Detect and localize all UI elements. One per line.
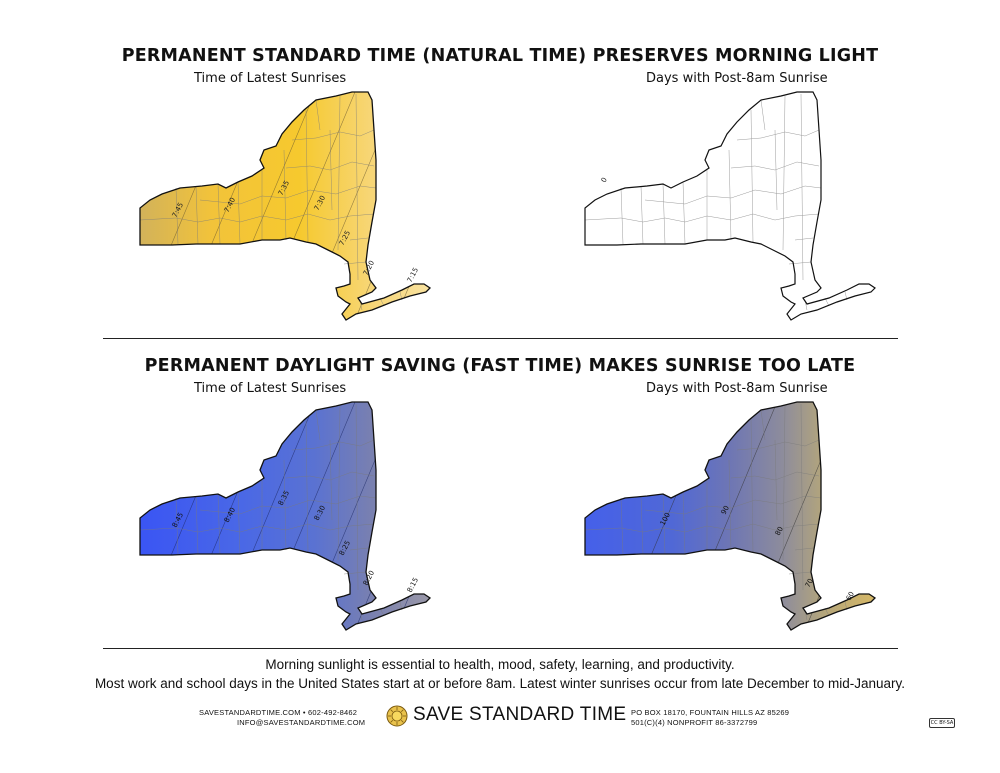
days-label-90: 90 xyxy=(720,504,731,516)
days-label-70: 70 xyxy=(804,577,815,589)
bottom-left-subtitle: Time of Latest Sunrises xyxy=(194,381,347,396)
map-standard-days: 0 xyxy=(584,91,876,321)
dst-label-815: 8:15 xyxy=(406,576,420,594)
nonprofit-line: 501(C)(4) NONPROFIT 86-3372799 xyxy=(631,718,758,727)
sun-logo-icon xyxy=(386,705,408,727)
footer-line-1: Morning sunlight is essential to health,… xyxy=(265,657,735,672)
address-line: PO BOX 18170, FOUNTAIN HILLS AZ 85269 xyxy=(631,708,790,717)
creative-commons-icon: CC BY-SA xyxy=(929,718,955,728)
top-right-subtitle: Days with Post-8am Sunrise xyxy=(646,71,828,86)
brand-name: SAVE STANDARD TIME xyxy=(413,704,627,725)
section-divider-bottom xyxy=(103,648,898,649)
std-days-label-0: 0 xyxy=(600,176,609,184)
std-label-715: 7:15 xyxy=(406,266,420,284)
top-left-subtitle: Time of Latest Sunrises xyxy=(194,71,347,86)
contact-email: INFO@SAVESTANDARDTIME.COM xyxy=(237,718,366,727)
map-standard-sunrise: 7:45 7:40 7:35 7:30 7:25 7:20 7:15 xyxy=(139,91,431,321)
days-label-80: 80 xyxy=(774,525,785,537)
footer-line-2: Most work and school days in the United … xyxy=(94,676,906,691)
bottom-section-title: PERMANENT DAYLIGHT SAVING (FAST TIME) MA… xyxy=(144,356,856,376)
contact-website-phone: SAVESTANDARDTIME.COM • 602-492-8462 xyxy=(199,708,358,717)
map-dst-sunrise: 8:45 8:40 8:35 8:30 8:25 8:20 8:15 xyxy=(139,401,431,631)
section-divider-top xyxy=(103,338,898,339)
days-label-60: 60 xyxy=(845,590,856,602)
map-dst-days: 100 90 80 70 60 xyxy=(584,401,876,631)
top-section-title: PERMANENT STANDARD TIME (NATURAL TIME) P… xyxy=(121,46,879,66)
bottom-right-subtitle: Days with Post-8am Sunrise xyxy=(646,381,828,396)
